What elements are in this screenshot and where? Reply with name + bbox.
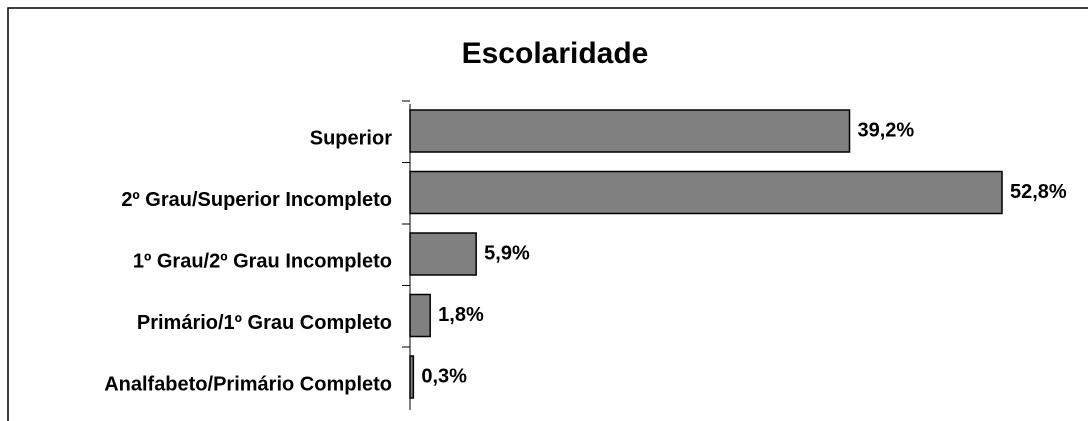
category-label: Analfabeto/Primário Completo bbox=[104, 373, 392, 395]
category-label: Superior bbox=[310, 127, 392, 149]
value-label: 0,3% bbox=[421, 365, 467, 387]
chart-frame bbox=[7, 7, 1088, 421]
value-label: 1,8% bbox=[438, 304, 484, 326]
category-label: Primário/1º Grau Completo bbox=[137, 312, 392, 334]
bar bbox=[409, 170, 1003, 215]
bar bbox=[409, 355, 415, 399]
bar bbox=[409, 293, 431, 338]
category-label: 2º Grau/Superior Incompleto bbox=[121, 189, 392, 211]
value-label: 5,9% bbox=[484, 242, 530, 264]
category-label: 1º Grau/2º Grau Incompleto bbox=[133, 250, 392, 272]
bar bbox=[409, 109, 851, 153]
chart-title: Escolaridade bbox=[462, 37, 649, 70]
value-label: 39,2% bbox=[858, 119, 915, 141]
bar bbox=[409, 232, 477, 276]
value-label: 52,8% bbox=[1010, 181, 1067, 203]
